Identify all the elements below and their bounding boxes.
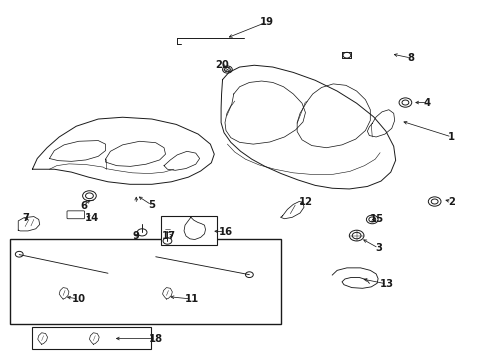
FancyBboxPatch shape bbox=[10, 239, 281, 324]
Text: 20: 20 bbox=[215, 60, 229, 70]
Text: 2: 2 bbox=[447, 197, 454, 207]
FancyBboxPatch shape bbox=[160, 216, 216, 245]
Text: 1: 1 bbox=[447, 132, 454, 142]
Text: 17: 17 bbox=[161, 231, 175, 240]
Text: 14: 14 bbox=[85, 213, 99, 222]
Text: 9: 9 bbox=[133, 231, 140, 240]
Text: 7: 7 bbox=[22, 213, 29, 222]
FancyBboxPatch shape bbox=[32, 327, 151, 349]
Text: 3: 3 bbox=[374, 243, 381, 253]
Text: 10: 10 bbox=[72, 294, 85, 304]
Text: 19: 19 bbox=[259, 17, 273, 27]
Text: 6: 6 bbox=[80, 201, 87, 211]
Text: 11: 11 bbox=[184, 294, 199, 304]
Text: 13: 13 bbox=[379, 279, 393, 289]
Text: 8: 8 bbox=[407, 53, 414, 63]
FancyBboxPatch shape bbox=[67, 211, 84, 219]
Text: 4: 4 bbox=[423, 98, 430, 108]
Text: 18: 18 bbox=[148, 333, 163, 343]
Text: 5: 5 bbox=[148, 200, 155, 210]
Text: 15: 15 bbox=[369, 215, 384, 224]
Text: 16: 16 bbox=[219, 227, 233, 237]
Text: 12: 12 bbox=[298, 197, 312, 207]
